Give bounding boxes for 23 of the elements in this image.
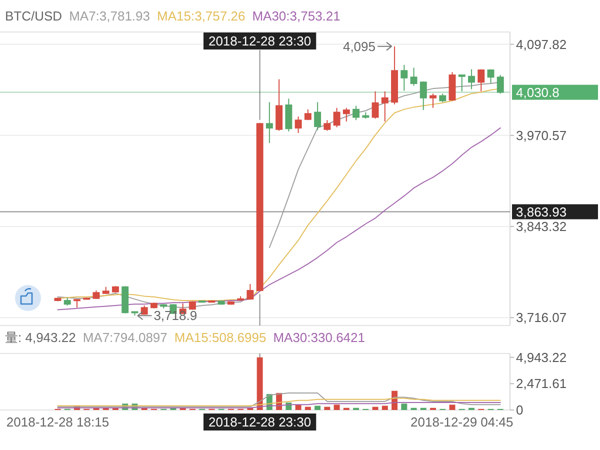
annotation: 3,718.9 — [154, 308, 198, 324]
ref-line-label: 3,863.93 — [516, 204, 567, 220]
annotation: 4,095 — [342, 38, 376, 54]
chart-title: BTC/USD — [5, 8, 62, 24]
y-tick-label: 3,970.57 — [516, 128, 567, 143]
legend: MA7:794.0897 MA15:508.6995 MA30:330.6421 — [82, 330, 365, 346]
x-tick-label: 2018-12-28 18:15 — [6, 414, 110, 430]
ref-line-label: 4,030.8 — [512, 84, 598, 100]
ref-line-label: 2018-12-28 23:30 — [208, 34, 312, 48]
y-tick-label: 4,943.22 — [516, 350, 567, 365]
y-tick-label: 2,471.61 — [516, 376, 567, 392]
y-tick-label: 0 — [516, 402, 524, 418]
chart-title: 量: 4,943.22 — [5, 330, 76, 346]
x-tick-label: 2018-12-29 04:45 — [410, 414, 514, 430]
y-tick-label: 3,843.32 — [516, 219, 567, 234]
legend: MA7:3,781.93 MA15:3,757.26 MA30:3,753.21 — [69, 8, 340, 24]
ref-line-label: 2018-12-28 23:30 — [208, 414, 312, 430]
ref-line-label: 2018-12-28 23:30 — [203, 414, 316, 430]
ref-line-label: 3,863.93 — [512, 204, 598, 220]
y-tick-label: 4,097.82 — [516, 36, 567, 52]
y-tick-label: 3,716.07 — [516, 310, 567, 326]
ref-line-label: 4,030.8 — [516, 84, 560, 100]
ref-line-label: 2018-12-28 23:30 — [203, 32, 316, 50]
